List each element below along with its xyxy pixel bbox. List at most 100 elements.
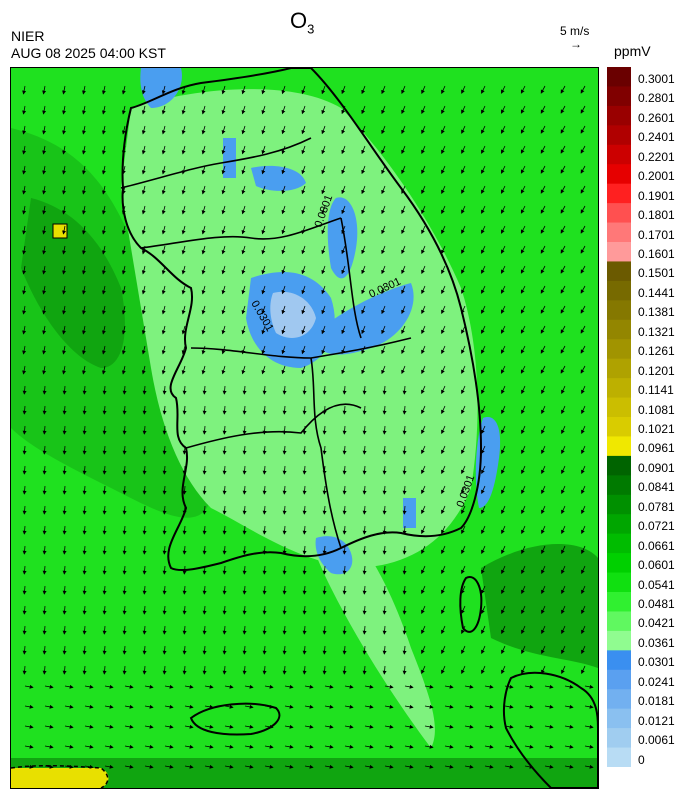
wind-arrow xyxy=(242,585,247,595)
wind-arrow xyxy=(201,325,206,335)
wind-arrow xyxy=(441,345,446,355)
wind-arrow xyxy=(82,385,87,395)
wind-arrow xyxy=(122,505,127,515)
wind-arrow xyxy=(82,605,87,615)
wind-arrow xyxy=(521,605,526,615)
color-scale-bin xyxy=(607,67,631,87)
wind-arrow xyxy=(304,704,314,709)
color-scale-label: 0.1501 xyxy=(638,266,675,281)
wind-arrow xyxy=(501,325,506,334)
wind-arrow xyxy=(580,85,586,94)
wind-arrow xyxy=(182,385,187,395)
wind-arrow xyxy=(242,425,247,435)
wind-arrow xyxy=(421,425,426,435)
wind-arrow xyxy=(101,365,106,375)
wind-arrow xyxy=(560,125,566,134)
wind-arrow xyxy=(441,365,446,375)
wind-arrow xyxy=(22,505,27,515)
wind-arrow xyxy=(341,105,346,115)
wind-arrow xyxy=(402,485,407,495)
wind-arrow xyxy=(524,684,534,689)
wind-arrow xyxy=(262,605,267,615)
wind-arrow xyxy=(242,405,247,415)
wind-arrow xyxy=(101,165,106,175)
wind-arrow xyxy=(222,645,227,655)
wind-arrow xyxy=(182,465,187,475)
wind-arrow xyxy=(164,744,174,749)
wind-arrow xyxy=(161,105,166,115)
wind-arrow xyxy=(580,305,586,314)
wind-arrow xyxy=(261,225,266,235)
wind-arrow xyxy=(361,245,366,255)
west-sea-darker-zone xyxy=(21,198,125,368)
wind-arrow xyxy=(42,425,47,435)
wind-arrow xyxy=(441,565,446,575)
wind-arrow xyxy=(561,585,566,595)
wind-arrow xyxy=(284,704,294,709)
wind-arrow xyxy=(121,105,126,115)
wind-arrow xyxy=(581,385,586,395)
wind-arrow xyxy=(322,545,327,555)
wind-arrow xyxy=(341,245,346,255)
wind-arrow xyxy=(224,724,234,729)
wind-arrow xyxy=(162,425,167,435)
wind-arrow xyxy=(182,565,187,575)
wind-arrow xyxy=(262,385,267,395)
wind-arrow xyxy=(464,684,474,689)
wind-arrow xyxy=(62,365,67,375)
wind-arrow xyxy=(361,205,366,215)
wind-arrow xyxy=(222,445,227,455)
wind-arrow xyxy=(321,305,326,315)
wind-arrow xyxy=(341,225,346,235)
wind-arrow xyxy=(122,385,127,395)
color-scale-label: 0.2401 xyxy=(638,130,675,145)
color-scale-label: 0.1601 xyxy=(638,247,675,261)
agency-label: NIER xyxy=(11,28,45,44)
wind-arrow xyxy=(401,85,406,95)
wind-arrow xyxy=(104,724,114,729)
wind-arrow xyxy=(222,585,227,595)
color-scale-bin xyxy=(607,514,631,535)
wind-arrow xyxy=(161,265,166,275)
wind-arrow xyxy=(322,485,327,495)
wind-arrow xyxy=(221,165,226,175)
wind-arrow xyxy=(481,485,486,495)
wind-arrow xyxy=(161,325,166,335)
wind-arrow xyxy=(104,744,114,749)
wind-arrow xyxy=(82,665,87,675)
wind-arrow xyxy=(222,505,227,515)
wind-arrow xyxy=(64,704,74,709)
wind-arrow xyxy=(401,265,406,275)
wind-arrow xyxy=(22,205,27,215)
wind-arrow xyxy=(444,764,454,769)
wind-arrow xyxy=(501,445,506,455)
wind-arrow xyxy=(561,385,566,395)
wind-arrow xyxy=(461,225,466,234)
wind-arrow xyxy=(541,525,546,535)
wind-arrow xyxy=(381,185,386,195)
wind-arrow xyxy=(382,385,387,395)
wind-arrow xyxy=(501,365,506,374)
wind-arrow xyxy=(201,165,206,175)
wind-arrow xyxy=(321,125,326,135)
wind-arrow xyxy=(84,704,94,709)
wind-arrow xyxy=(24,764,34,769)
wind-arrow xyxy=(421,185,426,195)
wind-arrow xyxy=(22,445,27,455)
wind-arrow xyxy=(361,125,366,135)
wind-arrow xyxy=(441,505,446,515)
wind-arrow xyxy=(101,285,106,295)
wind-arrow xyxy=(361,325,366,335)
east-sea-dark-zone xyxy=(481,544,598,668)
wind-arrow xyxy=(402,565,407,575)
wind-arrow xyxy=(481,265,486,274)
wind-arrow xyxy=(22,545,27,555)
wind-arrow xyxy=(361,225,366,235)
color-scale-bin xyxy=(607,319,631,340)
color-scale-label: 0.0481 xyxy=(638,597,675,611)
wind-arrow xyxy=(42,525,47,535)
wind-arrow xyxy=(261,125,266,135)
wind-arrow xyxy=(182,485,187,495)
wind-arrow xyxy=(342,525,347,535)
wind-arrow xyxy=(184,744,194,749)
